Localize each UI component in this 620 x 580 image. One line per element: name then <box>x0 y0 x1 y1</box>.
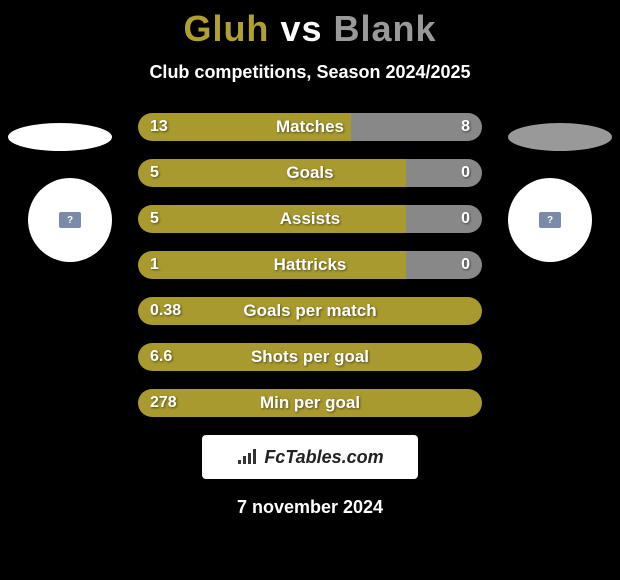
stat-value-left: 1 <box>150 251 159 279</box>
subtitle: Club competitions, Season 2024/2025 <box>0 62 620 83</box>
stat-value-left: 5 <box>150 159 159 187</box>
stat-value-left: 5 <box>150 205 159 233</box>
stat-value-right: 8 <box>461 113 470 141</box>
stat-row: Goals5 0 <box>138 159 482 187</box>
page-title: Gluh vs Blank <box>0 0 620 50</box>
stat-label: Goals <box>138 159 482 187</box>
stat-row: Matches13 8 <box>138 113 482 141</box>
stat-value-right: 0 <box>461 205 470 233</box>
stat-value-right: 0 <box>461 159 470 187</box>
stat-label: Shots per goal <box>138 343 482 371</box>
date-label: 7 november 2024 <box>0 497 620 518</box>
player1-name: Gluh <box>183 8 269 49</box>
logo: FcTables.com <box>236 447 383 468</box>
chart-icon <box>236 448 260 466</box>
stat-value-left: 278 <box>150 389 177 417</box>
stat-value-left: 13 <box>150 113 168 141</box>
stat-label: Hattricks <box>138 251 482 279</box>
stat-row: Min per goal278 <box>138 389 482 417</box>
logo-text: FcTables.com <box>264 447 383 468</box>
stat-value-left: 0.38 <box>150 297 181 325</box>
stat-row: Hattricks1 0 <box>138 251 482 279</box>
logo-box: FcTables.com <box>202 435 418 479</box>
vs-label: vs <box>280 8 322 49</box>
stat-row: Goals per match0.38 <box>138 297 482 325</box>
stat-value-left: 6.6 <box>150 343 172 371</box>
stat-row: Assists5 0 <box>138 205 482 233</box>
stat-label: Assists <box>138 205 482 233</box>
stat-label: Min per goal <box>138 389 482 417</box>
stat-label: Matches <box>138 113 482 141</box>
player2-name: Blank <box>334 8 437 49</box>
stat-row: Shots per goal6.6 <box>138 343 482 371</box>
stat-value-right: 0 <box>461 251 470 279</box>
stat-label: Goals per match <box>138 297 482 325</box>
